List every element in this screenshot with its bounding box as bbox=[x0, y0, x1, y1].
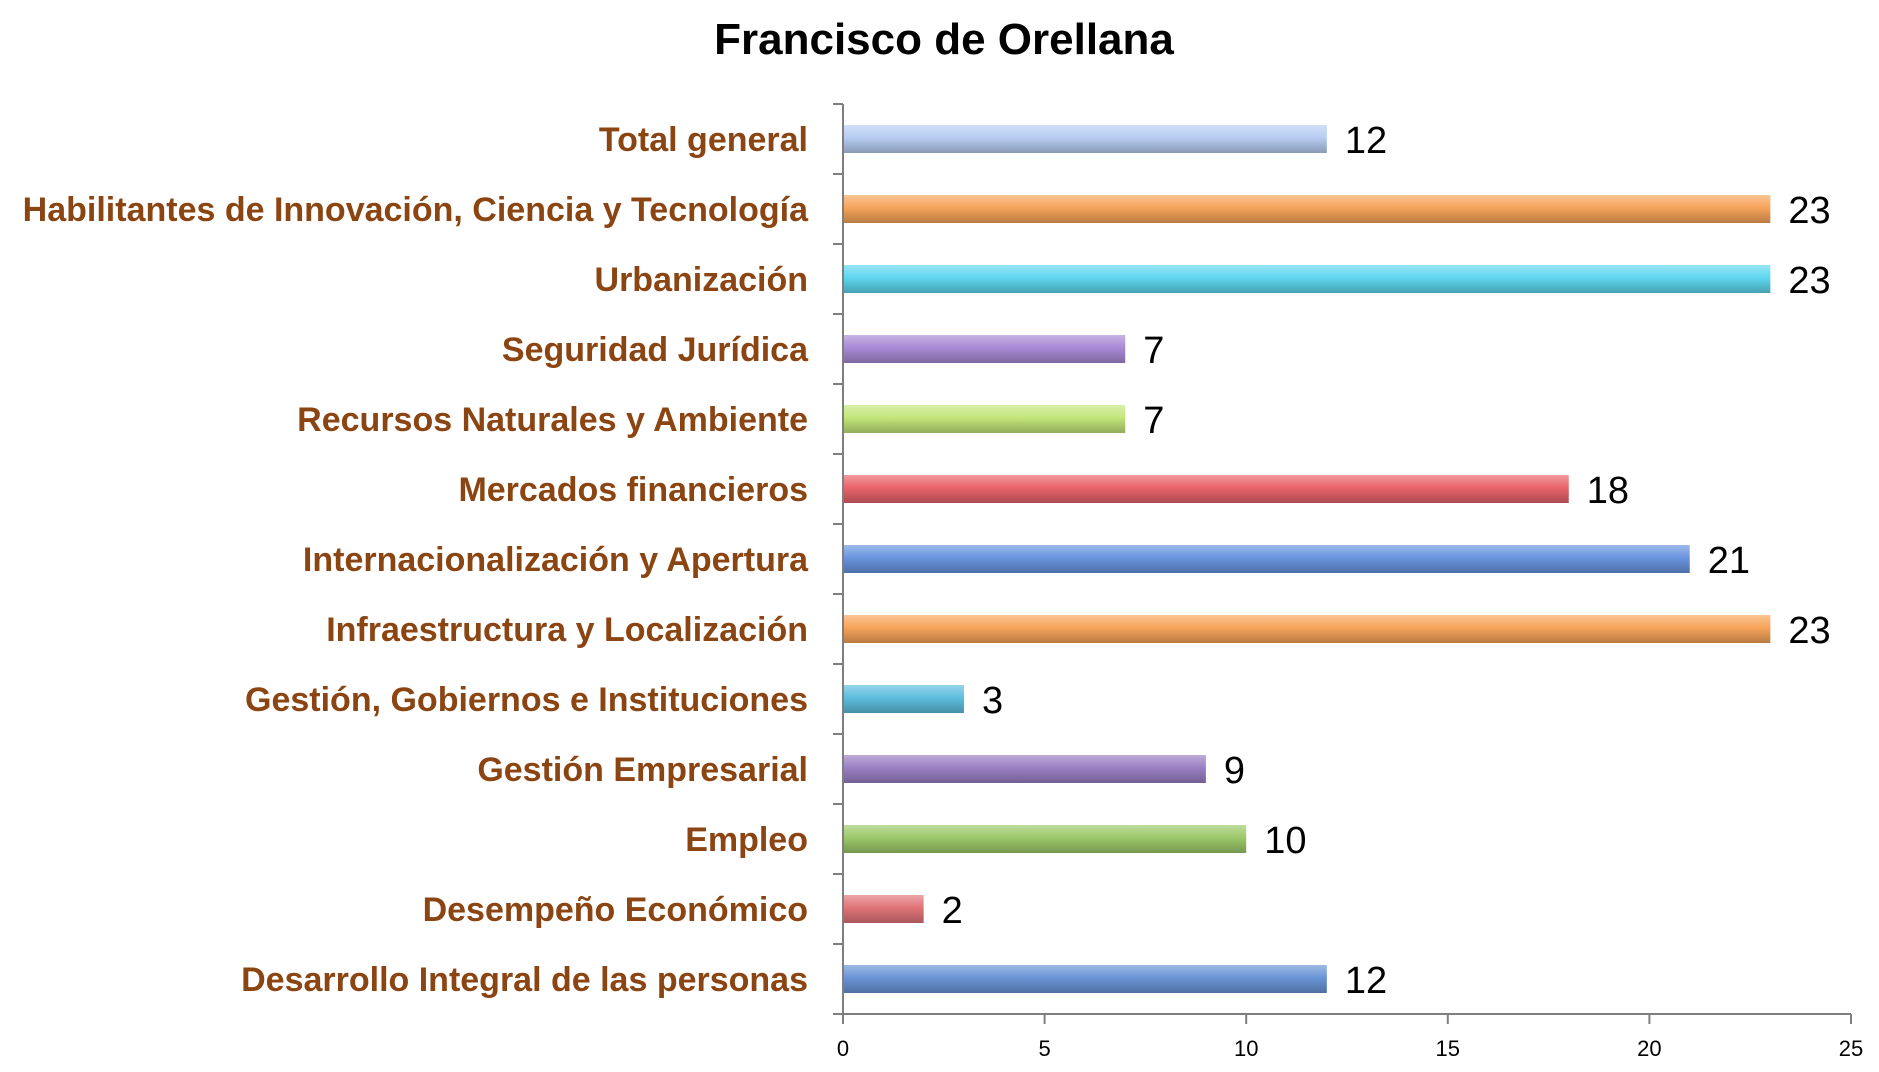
bar-5 bbox=[843, 475, 1569, 503]
chart-title: Francisco de Orellana bbox=[714, 15, 1174, 64]
value-label-7: 23 bbox=[1788, 610, 1830, 652]
value-labels: 12 23 23 7 7 18 21 23 3 9 10 2 12 bbox=[942, 120, 1831, 1002]
bar-6 bbox=[843, 545, 1690, 573]
bar-8 bbox=[843, 685, 964, 713]
category-label-7: Infraestructura y Localización bbox=[326, 611, 808, 649]
category-label-1: Habilitantes de Innovación, Ciencia y Te… bbox=[23, 191, 809, 229]
x-tick-label-0: 0 bbox=[837, 1036, 849, 1061]
category-label-9: Gestión Empresarial bbox=[477, 751, 808, 789]
value-label-10: 10 bbox=[1264, 820, 1306, 862]
x-tick-label-5: 25 bbox=[1839, 1036, 1863, 1061]
category-label-2: Urbanización bbox=[595, 261, 808, 299]
bar-9 bbox=[843, 755, 1206, 783]
bar-10 bbox=[843, 825, 1247, 853]
x-tick-labels: 0 5 10 15 20 25 bbox=[837, 1036, 1863, 1061]
category-label-10: Empleo bbox=[685, 821, 808, 859]
value-label-9: 9 bbox=[1224, 750, 1245, 792]
bar-12 bbox=[843, 965, 1327, 993]
category-label-3: Seguridad Jurídica bbox=[502, 331, 809, 369]
x-tick-label-3: 15 bbox=[1436, 1036, 1460, 1061]
category-labels: Total general Habilitantes de Innovación,… bbox=[23, 121, 809, 999]
x-tick-label-4: 20 bbox=[1637, 1036, 1661, 1061]
category-label-0: Total general bbox=[599, 121, 808, 159]
category-label-8: Gestión, Gobiernos e Instituciones bbox=[245, 681, 808, 719]
bar-1 bbox=[843, 195, 1771, 223]
value-label-12: 12 bbox=[1345, 960, 1387, 1002]
category-label-11: Desempeño Económico bbox=[423, 891, 808, 929]
value-label-3: 7 bbox=[1143, 330, 1164, 372]
bars-group bbox=[843, 125, 1771, 993]
bar-7 bbox=[843, 615, 1771, 643]
value-label-8: 3 bbox=[982, 680, 1003, 722]
x-tick-label-1: 5 bbox=[1038, 1036, 1050, 1061]
value-label-2: 23 bbox=[1788, 260, 1830, 302]
bar-2 bbox=[843, 265, 1771, 293]
bar-4 bbox=[843, 405, 1126, 433]
value-label-0: 12 bbox=[1345, 120, 1387, 162]
value-label-4: 7 bbox=[1143, 400, 1164, 442]
category-label-6: Internacionalización y Apertura bbox=[303, 541, 809, 579]
bar-3 bbox=[843, 335, 1126, 363]
category-label-5: Mercados financieros bbox=[458, 471, 808, 509]
bar-0 bbox=[843, 125, 1327, 153]
bar-11 bbox=[843, 895, 924, 923]
value-label-11: 2 bbox=[942, 890, 963, 932]
x-tick-label-2: 10 bbox=[1234, 1036, 1258, 1061]
value-label-5: 18 bbox=[1587, 470, 1629, 512]
value-label-6: 21 bbox=[1708, 540, 1750, 582]
category-label-12: Desarrollo Integral de las personas bbox=[241, 961, 808, 999]
category-label-4: Recursos Naturales y Ambiente bbox=[297, 401, 808, 439]
axes bbox=[833, 103, 1852, 1024]
value-label-1: 23 bbox=[1788, 190, 1830, 232]
